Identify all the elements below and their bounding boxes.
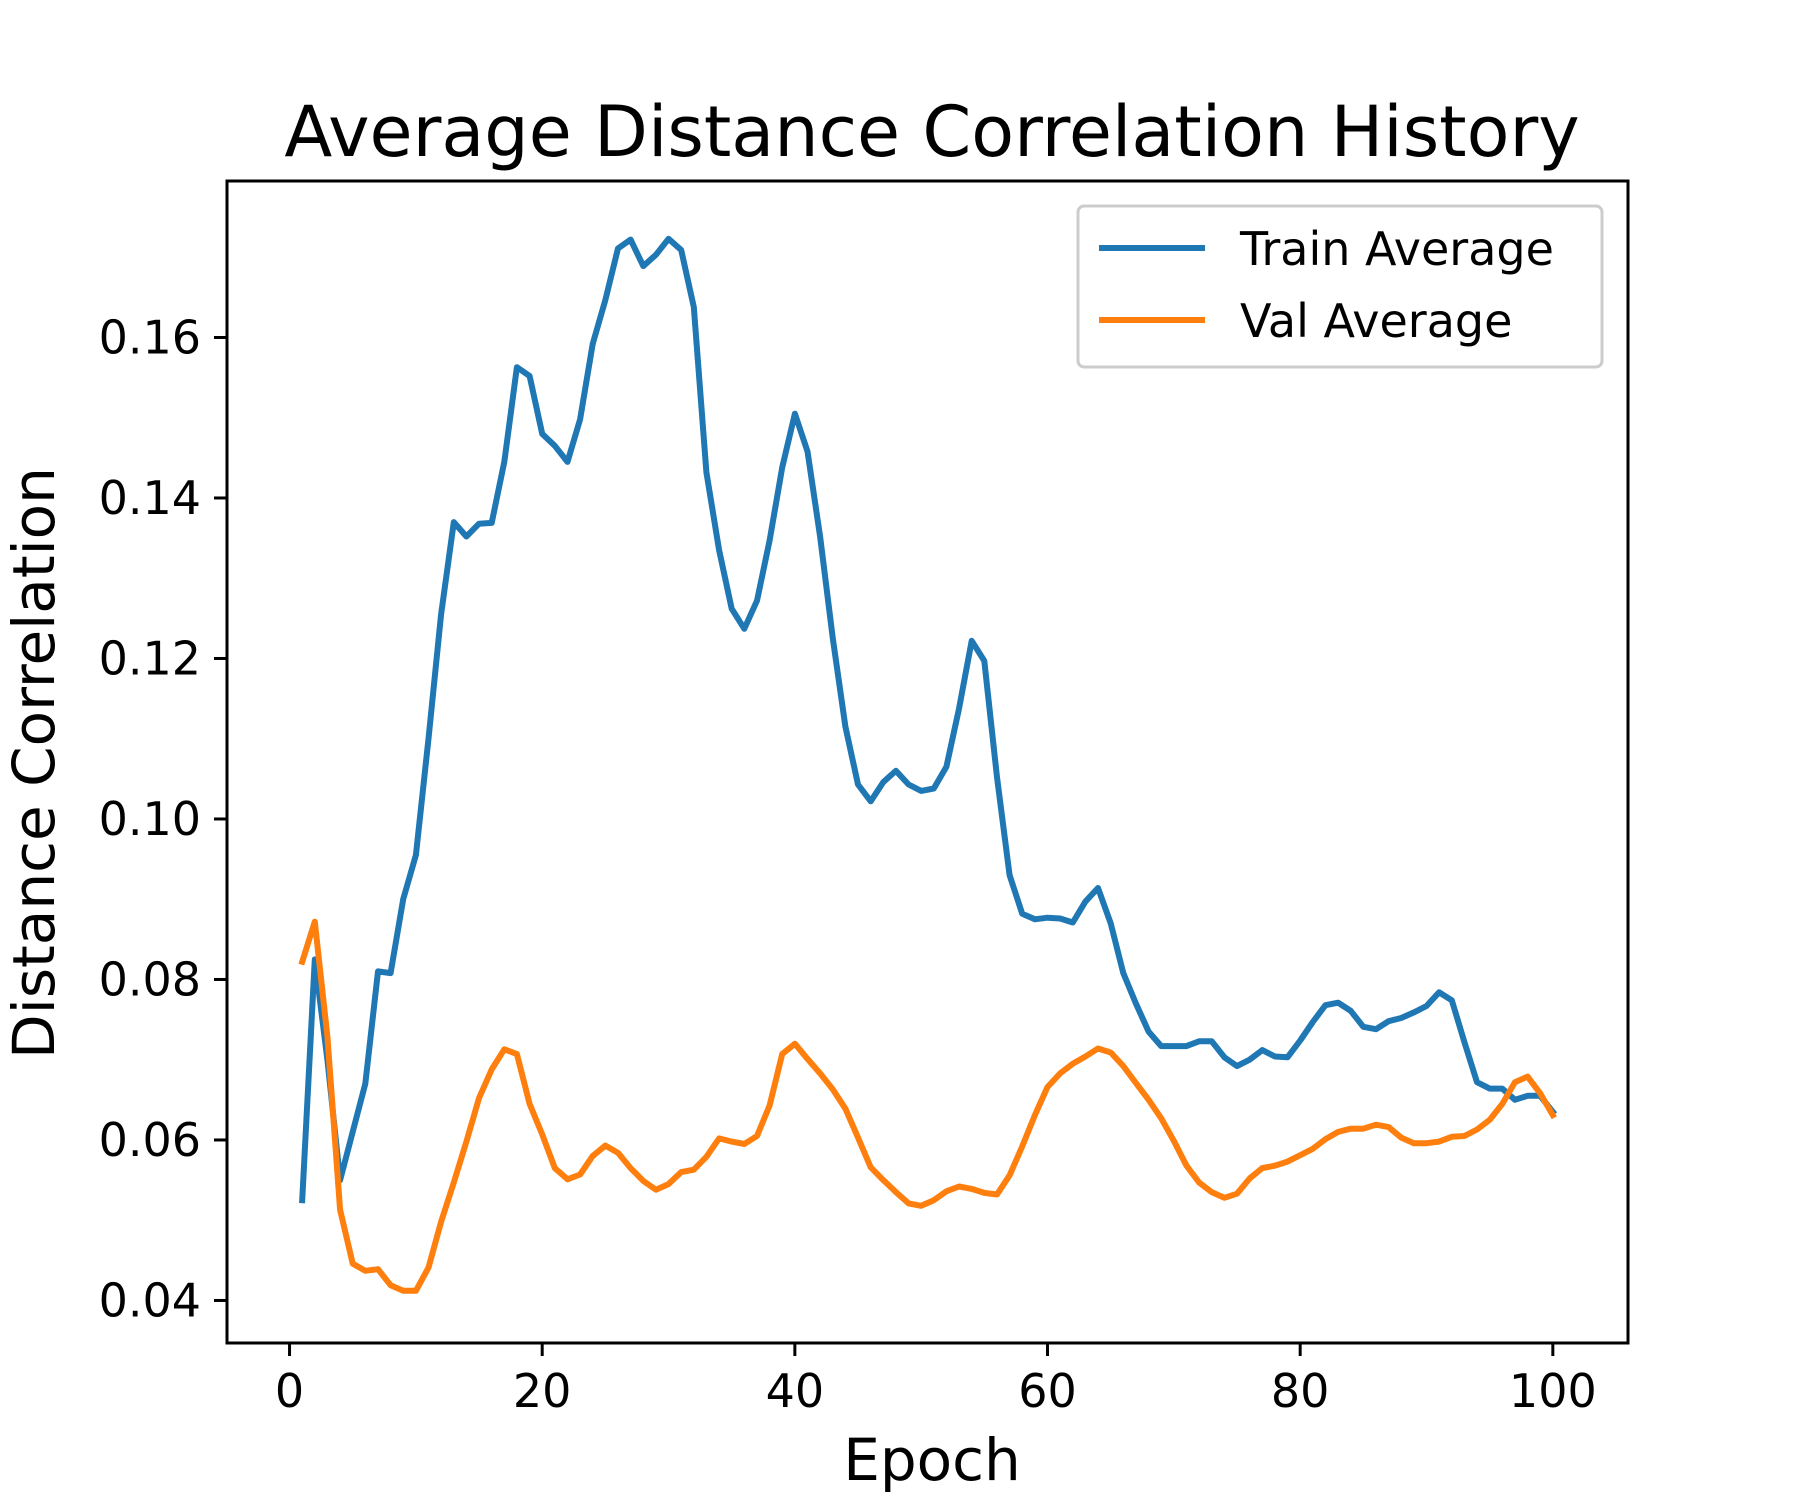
y-tick-label: 0.10: [99, 792, 201, 846]
legend: Train Average Val Average: [1076, 204, 1604, 369]
series-line-train-average: [299, 235, 1558, 1204]
legend-label: Train Average: [1239, 222, 1554, 276]
x-axis: 0 20 40 60 80 100: [275, 1343, 1597, 1418]
y-tick-label: 0.12: [99, 631, 201, 685]
y-tick-label: 0.16: [99, 310, 201, 364]
x-tick-label: 0: [275, 1364, 304, 1418]
legend-box: [1076, 204, 1604, 369]
y-tick-label: 0.04: [99, 1273, 201, 1327]
x-axis-label: Epoch: [843, 1426, 1021, 1494]
y-tick-label: 0.06: [99, 1113, 201, 1167]
y-tick-label: 0.14: [99, 471, 201, 525]
y-axis: 0.04 0.06 0.08 0.10 0.12 0.14 0.16: [99, 310, 227, 1327]
x-tick-label: 20: [513, 1364, 572, 1418]
plot-area: [225, 179, 1630, 1345]
x-tick-label: 80: [1271, 1364, 1330, 1418]
x-tick-label: 60: [1018, 1364, 1077, 1418]
legend-label: Val Average: [1240, 294, 1512, 348]
y-axis-label: Distance Correlation: [0, 467, 68, 1059]
chart-title: Average Distance Correlation History: [284, 91, 1579, 173]
series-line-val-average: [298, 918, 1557, 1294]
y-tick-label: 0.08: [99, 952, 201, 1006]
x-tick-label: 40: [766, 1364, 825, 1418]
plot-frame: [225, 179, 1630, 1345]
x-tick-label: 100: [1509, 1364, 1597, 1418]
